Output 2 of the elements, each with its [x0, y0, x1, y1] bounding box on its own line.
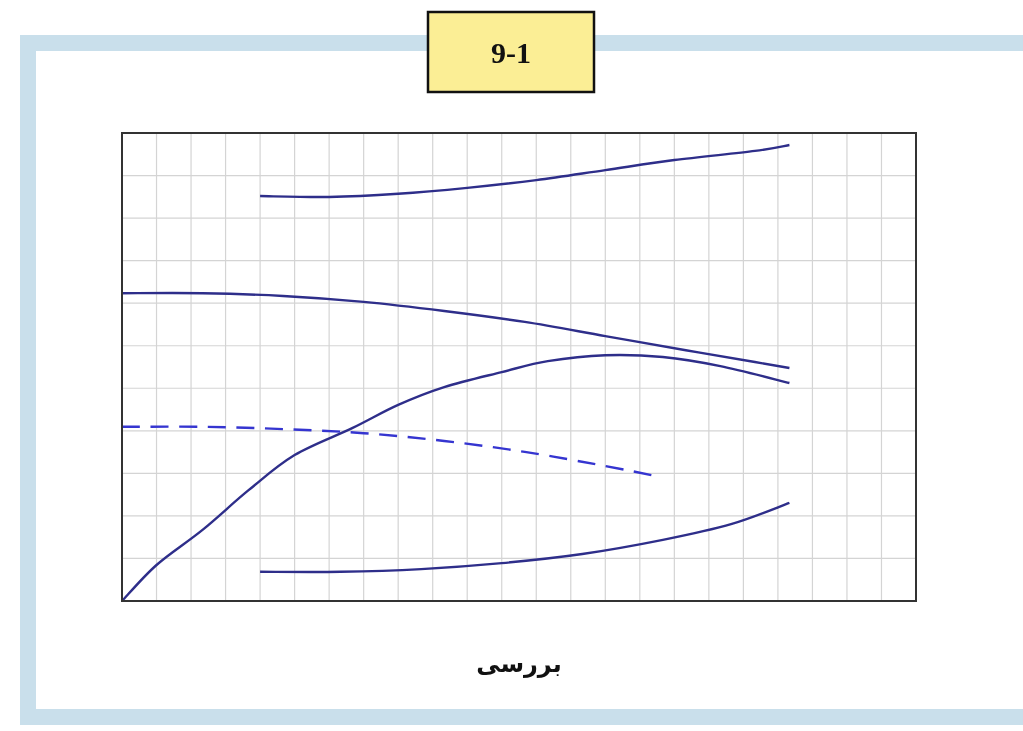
- chart-title: 9-1: [491, 36, 531, 69]
- x-axis-title: بررسی: [476, 650, 562, 678]
